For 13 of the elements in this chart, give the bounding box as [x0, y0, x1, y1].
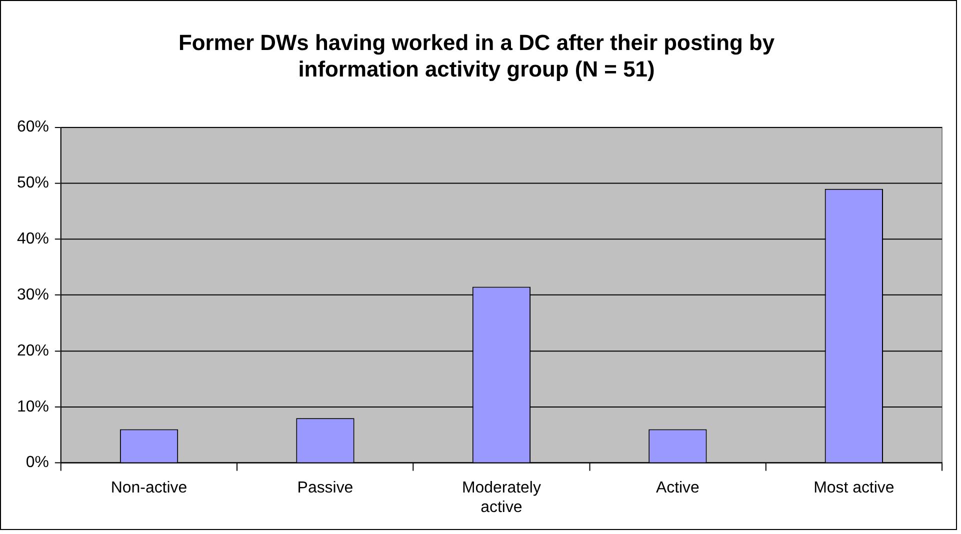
x-tick-label: Non-active	[110, 480, 188, 497]
y-tick-label: 20%	[16, 342, 49, 360]
y-tick-label: 10%	[16, 398, 49, 416]
y-tick-label: 50%	[16, 174, 49, 192]
y-tick-label: 40%	[16, 230, 49, 248]
x-tick-label: Active	[656, 480, 700, 497]
x-tick-label: Moderately active	[462, 480, 541, 516]
chart-title: Former DWs having worked in a DC after their posting by information activity group (N = 51)	[178, 30, 776, 82]
x-tick-label: Passive	[297, 480, 354, 497]
y-tick-label: 30%	[16, 286, 49, 304]
x-tick-label: Most active	[814, 480, 894, 497]
y-tick-label: 60%	[16, 118, 49, 136]
y-tick-label: 0%	[26, 454, 49, 472]
